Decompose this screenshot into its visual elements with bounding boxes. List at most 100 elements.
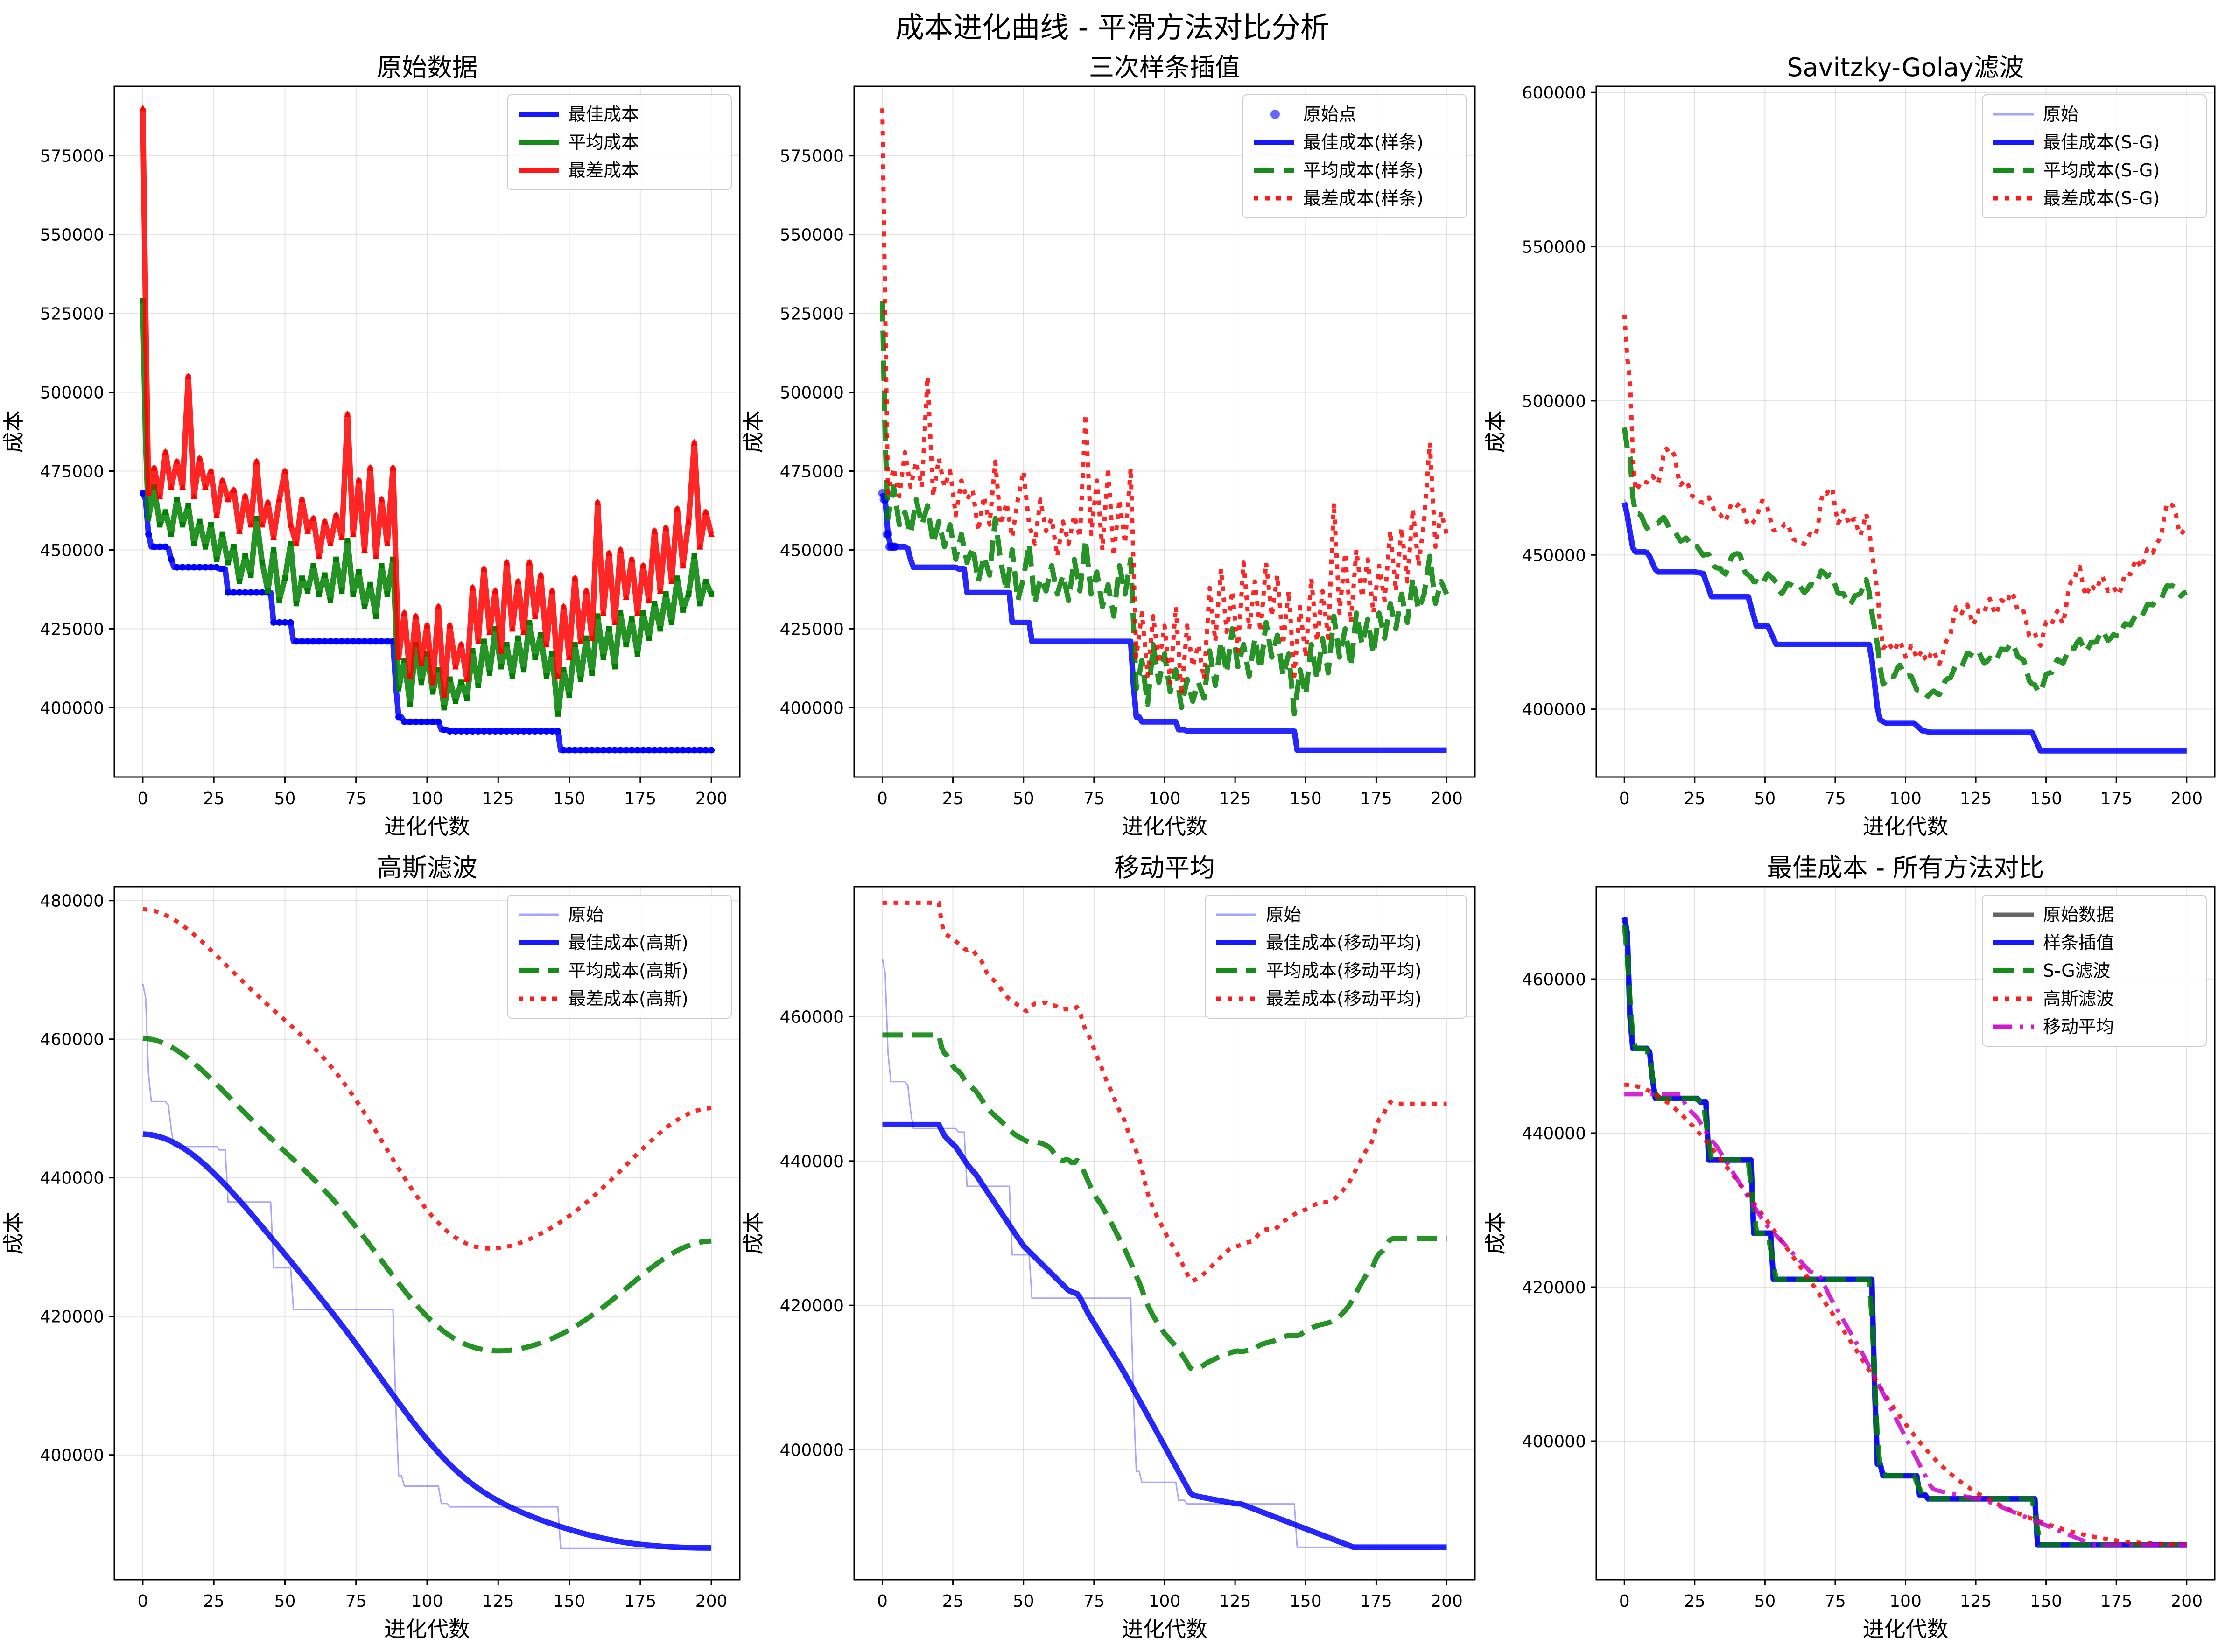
legend-label: 样条插值 — [2043, 932, 2114, 953]
marker — [514, 578, 521, 585]
x-tick-label: 25 — [1684, 1592, 1706, 1611]
y-tick-label: 460000 — [40, 1030, 104, 1050]
y-tick-label: 450000 — [1522, 546, 1586, 565]
marker — [389, 464, 396, 471]
marker — [475, 728, 482, 735]
marker — [634, 609, 641, 616]
marker — [634, 747, 641, 754]
marker — [322, 572, 328, 578]
y-tick-label: 480000 — [40, 892, 104, 911]
legend-label: 最佳成本(移动平均) — [1266, 932, 1422, 953]
legend-label: S-G滤波 — [2043, 960, 2111, 981]
marker — [709, 591, 715, 597]
marker — [407, 701, 413, 707]
marker — [287, 521, 294, 528]
x-tick-label: 125 — [1960, 1592, 1992, 1611]
marker — [259, 521, 266, 528]
marker — [446, 622, 453, 629]
marker — [293, 539, 300, 546]
marker — [475, 683, 481, 689]
x-tick-label: 150 — [2030, 1592, 2062, 1611]
marker — [572, 642, 578, 648]
marker — [355, 476, 362, 483]
legend-label: 最差成本 — [568, 160, 639, 181]
x-tick-label: 0 — [137, 789, 148, 808]
marker — [367, 581, 373, 588]
marker — [577, 676, 583, 682]
marker — [384, 591, 390, 597]
marker — [577, 747, 584, 754]
marker — [316, 638, 323, 645]
marker — [651, 747, 658, 754]
legend-label: 最佳成本(高斯) — [568, 932, 688, 953]
y-tick-label: 550000 — [780, 226, 844, 245]
y-axis-label: 成本 — [741, 1212, 766, 1255]
marker — [480, 728, 487, 735]
subplot-title: 三次样条插值 — [1089, 53, 1240, 82]
y-tick-label: 425000 — [780, 620, 844, 639]
marker — [639, 747, 646, 754]
marker — [509, 625, 516, 632]
marker — [498, 664, 504, 670]
y-tick-label: 420000 — [780, 1296, 844, 1316]
marker — [702, 747, 709, 754]
marker — [429, 679, 436, 686]
marker — [532, 654, 538, 660]
marker — [196, 564, 203, 571]
marker — [435, 603, 442, 610]
marker — [344, 638, 351, 645]
marker — [674, 575, 680, 581]
legend-label: 原始 — [568, 904, 604, 925]
marker — [276, 619, 283, 626]
marker — [350, 638, 357, 645]
marker — [264, 499, 271, 506]
y-axis-label: 成本 — [1483, 410, 1508, 453]
marker — [253, 458, 260, 465]
marker — [242, 589, 249, 596]
marker — [418, 659, 425, 666]
marker — [418, 679, 424, 686]
y-tick-label: 400000 — [780, 699, 844, 718]
marker — [640, 610, 646, 616]
marker — [156, 492, 163, 499]
legend-label: 平均成本(S-G) — [2043, 160, 2160, 181]
x-tick-label: 200 — [2170, 1592, 2203, 1611]
marker — [526, 619, 533, 625]
legend-label: 原始 — [1266, 904, 1301, 925]
legend-label: 原始点 — [1303, 104, 1356, 125]
marker — [605, 549, 612, 556]
marker — [162, 543, 169, 550]
marker — [299, 638, 305, 645]
marker — [696, 543, 703, 550]
subplot-moving-average: 0 25 50 75 100 125 150 175 200 400000 420000 440000… — [741, 853, 1476, 1642]
marker — [663, 591, 669, 597]
marker — [219, 565, 226, 572]
marker — [333, 556, 339, 562]
marker — [202, 483, 209, 490]
marker — [702, 508, 709, 515]
marker — [145, 531, 152, 538]
marker — [446, 728, 453, 735]
marker — [680, 562, 687, 569]
marker — [611, 747, 618, 754]
y-tick-label: 460000 — [1522, 970, 1586, 989]
legend-label: 最差成本(移动平均) — [1266, 988, 1422, 1009]
marker — [668, 578, 675, 585]
marker — [384, 539, 391, 546]
marker — [299, 575, 305, 581]
series-line-gauss — [1624, 1082, 2187, 1547]
y-tick-label: 400000 — [40, 1446, 104, 1465]
marker — [561, 667, 567, 673]
marker — [418, 718, 425, 725]
marker — [617, 747, 624, 754]
legend-box — [507, 94, 732, 190]
x-tick-label: 75 — [1825, 1592, 1846, 1611]
x-tick-label: 25 — [942, 789, 964, 808]
marker — [543, 641, 550, 648]
marker — [231, 544, 237, 550]
marker — [452, 728, 459, 735]
marker — [503, 728, 510, 735]
y-axis-label: 成本 — [741, 410, 766, 453]
